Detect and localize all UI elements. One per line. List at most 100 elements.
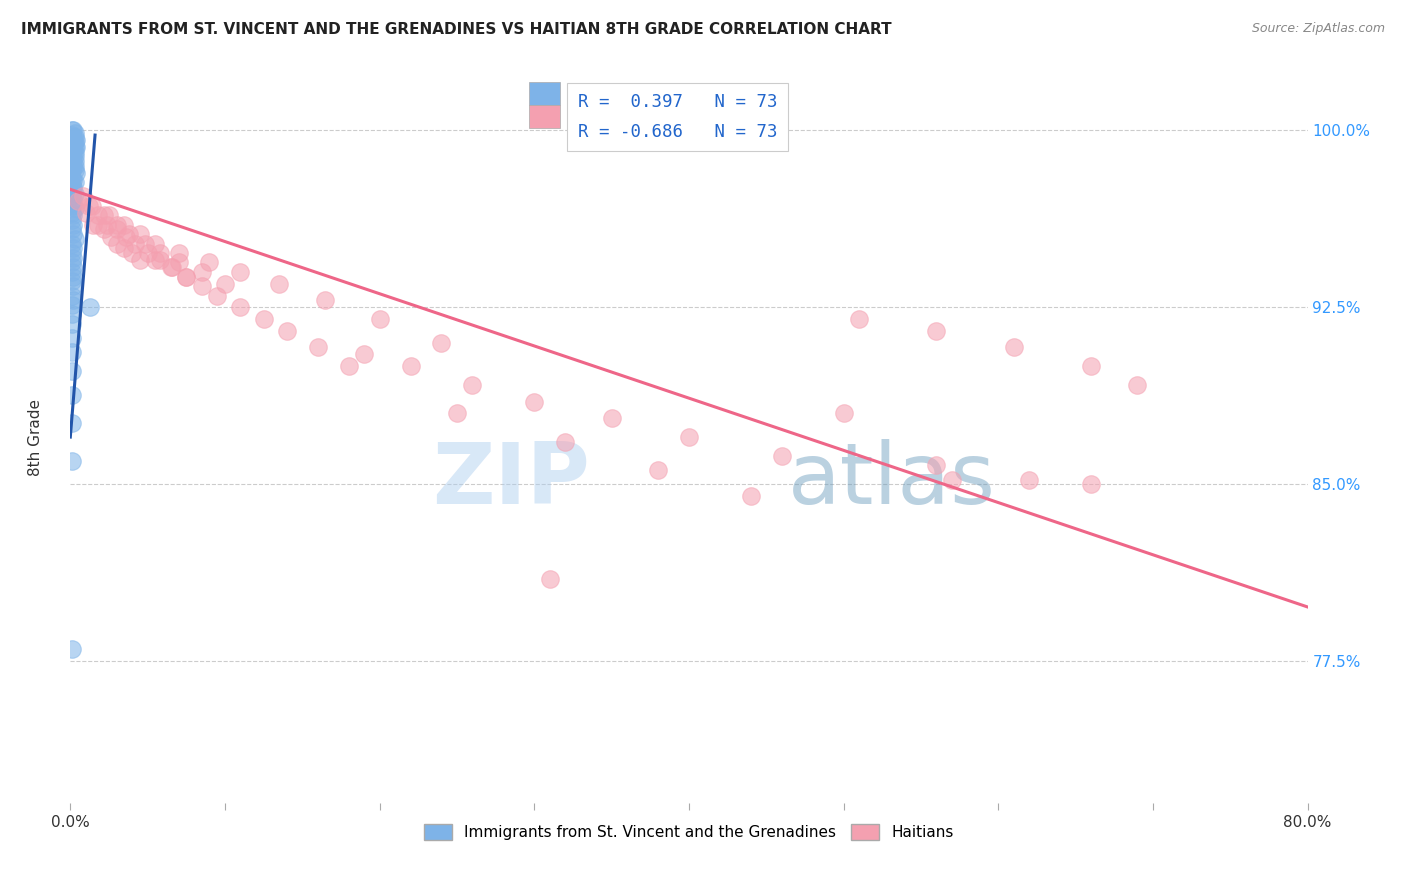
Point: [60, 236, 83, 251]
Point: [1126, 378, 1149, 392]
Point: [62, 279, 84, 293]
Point: [207, 288, 229, 302]
Point: [740, 489, 762, 503]
Point: [121, 246, 143, 260]
Point: [60, 142, 83, 156]
Point: [60, 137, 83, 152]
Point: [174, 269, 197, 284]
Point: [129, 253, 152, 268]
Text: IMMIGRANTS FROM ST. VINCENT AND THE GRENADINES VS HAITIAN 8TH GRADE CORRELATION : IMMIGRANTS FROM ST. VINCENT AND THE GREN…: [21, 22, 891, 37]
Point: [129, 227, 152, 242]
Point: [60, 345, 83, 359]
Point: [60, 298, 83, 312]
Point: [554, 434, 576, 449]
Point: [62, 199, 84, 213]
Point: [1018, 473, 1040, 487]
Point: [62, 147, 84, 161]
Point: [105, 222, 128, 236]
Point: [60, 288, 83, 302]
Point: [191, 279, 214, 293]
Point: [60, 206, 83, 220]
Point: [62, 180, 84, 194]
Point: [600, 411, 623, 425]
Point: [62, 218, 84, 232]
Point: [60, 170, 83, 185]
Point: [60, 317, 83, 331]
Point: [98, 208, 120, 222]
Point: [848, 312, 870, 326]
Point: [114, 218, 135, 232]
Point: [63, 154, 86, 169]
Point: [87, 208, 110, 222]
Point: [62, 156, 84, 170]
FancyBboxPatch shape: [529, 105, 560, 128]
Point: [538, 572, 561, 586]
Point: [337, 359, 360, 374]
Point: [62, 241, 84, 255]
Point: [60, 642, 83, 657]
Point: [62, 208, 84, 222]
Point: [62, 161, 84, 175]
Point: [63, 145, 86, 159]
Point: [174, 269, 197, 284]
Point: [96, 218, 118, 232]
Point: [60, 196, 83, 211]
Point: [60, 274, 83, 288]
Point: [118, 227, 141, 242]
Point: [214, 277, 236, 291]
Text: R =  0.397   N = 73
R = -0.686   N = 73: R = 0.397 N = 73 R = -0.686 N = 73: [578, 94, 778, 141]
Point: [269, 277, 291, 291]
Point: [145, 236, 166, 251]
Point: [60, 307, 83, 321]
Point: [63, 187, 86, 202]
Point: [353, 347, 375, 361]
Legend: Immigrants from St. Vincent and the Grenadines, Haitians: Immigrants from St. Vincent and the Gren…: [418, 818, 960, 847]
Point: [461, 378, 484, 392]
Point: [60, 161, 83, 175]
Point: [60, 213, 83, 227]
Point: [62, 123, 84, 137]
Point: [62, 152, 84, 166]
Point: [67, 194, 90, 208]
Point: [60, 331, 83, 345]
Point: [60, 255, 83, 269]
Point: [80, 199, 103, 213]
Point: [430, 335, 453, 350]
Point: [124, 236, 146, 251]
Point: [1080, 359, 1102, 374]
Point: [63, 135, 86, 149]
Point: [60, 123, 83, 137]
Point: [62, 227, 84, 242]
Point: [307, 340, 329, 354]
Point: [62, 293, 84, 308]
Point: [60, 128, 83, 142]
Point: [1002, 340, 1025, 354]
Point: [941, 473, 963, 487]
Point: [79, 301, 101, 315]
Point: [100, 229, 122, 244]
Point: [65, 140, 87, 154]
Point: [399, 359, 422, 374]
Point: [60, 387, 83, 401]
Point: [134, 236, 156, 251]
Point: [925, 324, 948, 338]
Point: [63, 130, 86, 145]
Point: [647, 463, 669, 477]
Point: [60, 178, 83, 192]
Point: [315, 293, 337, 308]
Point: [60, 222, 83, 236]
Text: Source: ZipAtlas.com: Source: ZipAtlas.com: [1251, 22, 1385, 36]
Point: [60, 182, 83, 196]
Point: [62, 269, 84, 284]
Point: [62, 173, 84, 187]
Point: [63, 149, 86, 163]
Point: [160, 260, 183, 275]
Point: [60, 453, 83, 467]
Point: [832, 407, 855, 421]
Text: 8th Grade: 8th Grade: [28, 399, 44, 475]
Point: [62, 260, 84, 275]
Point: [925, 458, 948, 473]
Point: [60, 147, 83, 161]
Point: [63, 140, 86, 154]
Point: [678, 430, 700, 444]
